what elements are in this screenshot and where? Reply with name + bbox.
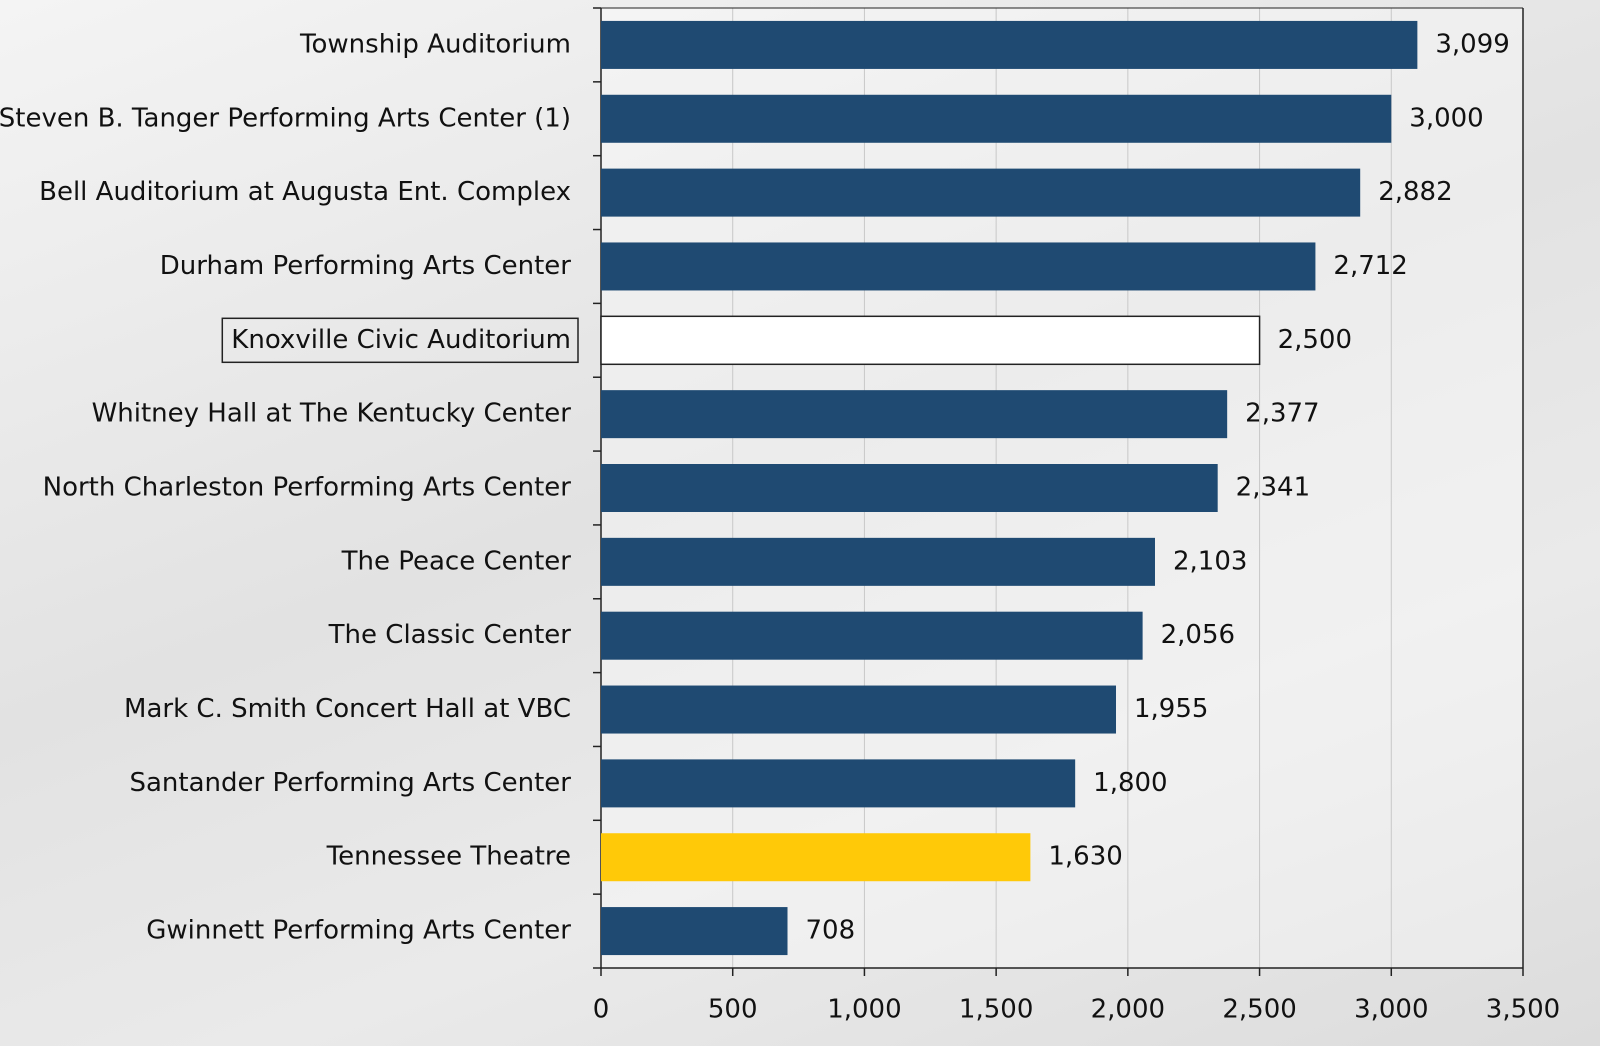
- value-label: 2,712: [1333, 251, 1407, 281]
- value-label: 2,882: [1378, 177, 1452, 207]
- bar: [601, 907, 788, 955]
- x-tick-label: 1,000: [827, 995, 901, 1025]
- x-tick-label: 0: [593, 995, 610, 1025]
- bar: [601, 686, 1116, 734]
- bar: [601, 464, 1218, 512]
- bar: [601, 316, 1260, 364]
- value-label: 2,377: [1245, 399, 1319, 429]
- bar: [601, 242, 1315, 290]
- x-tick-label: 3,500: [1486, 995, 1560, 1025]
- value-label: 3,000: [1409, 103, 1483, 133]
- bar: [601, 538, 1155, 586]
- chart: 0 500 1,000 1,500 2,000 2,500 3,000 3,500 Townsh…: [0, 0, 1600, 1046]
- bar: [601, 833, 1030, 881]
- x-tick-label: 2,000: [1091, 995, 1165, 1025]
- y-tick-label: Township Auditorium: [299, 29, 571, 59]
- x-tick-label: 1,500: [959, 995, 1033, 1025]
- bar: [601, 21, 1417, 69]
- y-tick-label: Whitney Hall at The Kentucky Center: [92, 399, 572, 429]
- value-label: 1,630: [1048, 842, 1122, 872]
- bar: [601, 95, 1391, 143]
- value-label: 1,955: [1134, 694, 1208, 724]
- y-tick-label: North Charleston Performing Arts Center: [43, 473, 572, 503]
- y-tick-label: Gwinnett Performing Arts Center: [146, 916, 571, 946]
- value-label: 2,500: [1278, 325, 1352, 355]
- y-tick-label: Santander Performing Arts Center: [130, 768, 572, 798]
- y-tick-label: Steven B. Tanger Performing Arts Center …: [0, 103, 571, 133]
- value-label: 2,341: [1236, 473, 1310, 503]
- value-label: 708: [806, 916, 856, 946]
- bar: [601, 390, 1227, 438]
- bar: [601, 612, 1143, 660]
- y-tick-label: Bell Auditorium at Augusta Ent. Complex: [39, 177, 571, 207]
- value-label: 2,103: [1173, 546, 1247, 576]
- y-tick-label: Knoxville Civic Auditorium: [231, 325, 571, 355]
- x-tick-label: 3,000: [1354, 995, 1428, 1025]
- y-tick-label: Tennessee Theatre: [326, 842, 571, 872]
- y-tick-label: The Peace Center: [341, 546, 572, 576]
- value-label: 2,056: [1161, 620, 1235, 650]
- bar: [601, 169, 1360, 217]
- x-tick-label: 500: [708, 995, 758, 1025]
- y-tick-label: The Classic Center: [328, 620, 572, 650]
- value-label: 3,099: [1435, 29, 1509, 59]
- bar: [601, 759, 1075, 807]
- y-tick-label: Mark C. Smith Concert Hall at VBC: [124, 694, 571, 724]
- value-label: 1,800: [1093, 768, 1167, 798]
- x-tick-label: 2,500: [1222, 995, 1296, 1025]
- y-tick-label: Durham Performing Arts Center: [160, 251, 572, 281]
